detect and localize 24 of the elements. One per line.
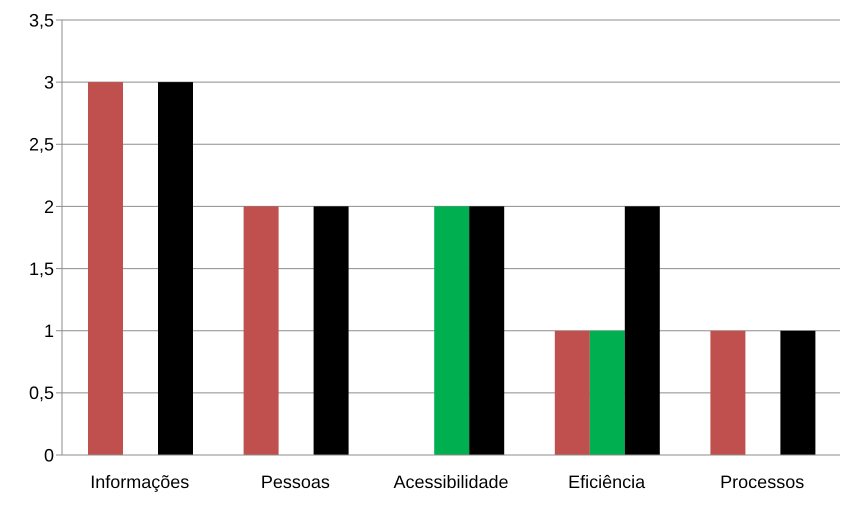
y-tick-label: 0 xyxy=(44,445,54,466)
y-tick-label: 0,5 xyxy=(28,383,54,404)
bar xyxy=(244,206,279,455)
y-tick-label: 2 xyxy=(44,196,54,217)
bar xyxy=(434,206,470,455)
bar xyxy=(554,330,590,455)
bar xyxy=(314,206,349,455)
bar xyxy=(780,330,816,455)
bar xyxy=(158,82,193,455)
y-tick-label: 2,5 xyxy=(28,134,54,155)
bar xyxy=(590,330,625,455)
bar xyxy=(88,82,123,455)
x-tick-label: Eficiência xyxy=(568,472,646,492)
y-tick-label: 3,5 xyxy=(28,10,54,30)
y-tick-label: 1,5 xyxy=(28,258,54,279)
bar xyxy=(624,206,660,455)
x-tick-label: Acessibilidade xyxy=(393,472,509,492)
y-tick-label: 1 xyxy=(44,321,54,342)
x-tick-label: Pessoas xyxy=(260,472,330,492)
bar xyxy=(710,330,746,455)
x-tick-label: Informações xyxy=(90,472,190,492)
x-tick-label: Processos xyxy=(720,472,804,492)
bar xyxy=(469,206,504,455)
y-tick-label: 3 xyxy=(44,72,54,93)
